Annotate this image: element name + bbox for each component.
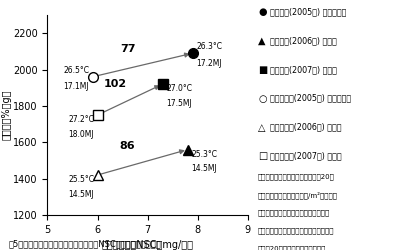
Text: 25.3°C: 25.3°C: [191, 150, 217, 158]
Text: 17.2MJ: 17.2MJ: [196, 59, 222, 68]
Text: 14.5MJ: 14.5MJ: [191, 164, 217, 173]
Text: にこまる(2006年) 寡照年: にこまる(2006年) 寡照年: [270, 36, 337, 45]
Text: 出穂後20日間の気象条件を示す．: 出穂後20日間の気象条件を示す．: [258, 246, 327, 250]
Text: ●: ●: [258, 8, 267, 18]
Text: ヒノヒカリ(2007年) 高温年: ヒノヒカリ(2007年) 高温年: [270, 151, 341, 160]
Text: 17.1MJ: 17.1MJ: [64, 82, 89, 91]
Text: 27.2°C: 27.2°C: [68, 115, 94, 124]
Text: 間の日平均気温と日射量（/m²）．図中: 間の日平均気温と日射量（/m²）．図中: [258, 192, 338, 199]
Text: にこまる(2005年) やや高温年: にこまる(2005年) やや高温年: [270, 8, 346, 16]
Text: 25.5°C: 25.5°C: [68, 175, 94, 184]
Text: ○: ○: [258, 94, 267, 104]
Text: ヒノヒカリ(2006年) 寡照年: ヒノヒカリ(2006年) 寡照年: [270, 122, 341, 132]
Text: ■: ■: [258, 65, 267, 75]
X-axis label: 一籈あたりのNSC（mg/籈）: 一籈あたりのNSC（mg/籈）: [102, 240, 194, 250]
Text: 86: 86: [120, 141, 135, 151]
Text: 18.0MJ: 18.0MJ: [69, 130, 94, 138]
Text: ヒノヒカリ(2005年) やや高温年: ヒノヒカリ(2005年) やや高温年: [270, 94, 351, 103]
Text: 図5　穂揃期の茎における一籈あたりのNSCと登熟度との関係．: 図5 穂揃期の茎における一籈あたりのNSCと登熟度との関係．: [8, 240, 161, 249]
Text: ▲: ▲: [258, 36, 266, 46]
Text: △: △: [258, 122, 266, 132]
Text: 処例のやや高温年、寡照年、高温年は、: 処例のやや高温年、寡照年、高温年は、: [258, 228, 335, 234]
Text: 14.5MJ: 14.5MJ: [68, 190, 94, 198]
Text: 17.5MJ: 17.5MJ: [166, 99, 192, 108]
Text: 27.0°C: 27.0°C: [166, 84, 192, 93]
Text: 注）シンボルの傍の数字は出穂後20日: 注）シンボルの傍の数字は出穂後20日: [258, 174, 335, 180]
Text: 77: 77: [120, 44, 135, 54]
Text: 102: 102: [104, 79, 127, 89]
Y-axis label: 登熟度（%・g）: 登熟度（%・g）: [2, 90, 12, 140]
Text: にこまる(2007年) 高温年: にこまる(2007年) 高温年: [270, 65, 337, 74]
Text: 26.5°C: 26.5°C: [63, 66, 89, 75]
Text: □: □: [258, 151, 267, 161]
Text: 26.3°C: 26.3°C: [196, 42, 222, 51]
Text: の矢印に示した数字は、傍きを示す．: の矢印に示した数字は、傍きを示す．: [258, 210, 330, 216]
